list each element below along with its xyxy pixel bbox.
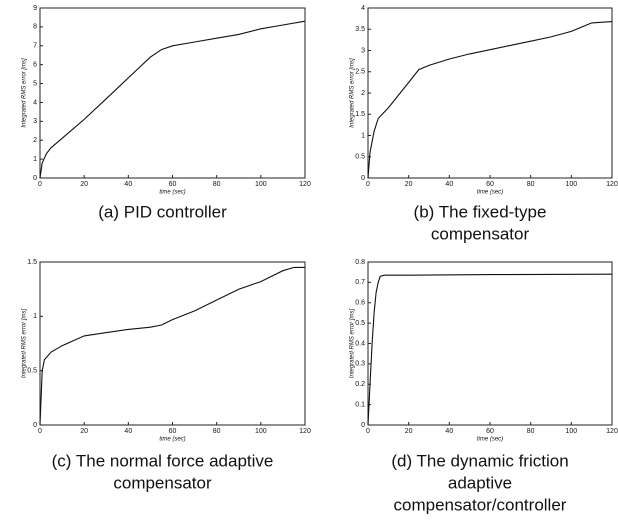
y-tick-label: 1 [33,156,37,163]
x-tick-label: 40 [124,181,132,188]
y-tick-label: 0.8 [355,259,365,266]
x-tick-label: 40 [124,428,132,435]
caption: (c) The normal force adaptive [52,451,274,470]
data-line [39,266,305,426]
y-tick-label: 0.5 [355,320,365,327]
x-tick-label: 40 [445,428,453,435]
x-tick-label: 80 [213,428,221,435]
data-line [367,21,613,179]
x-tick-label: 80 [527,428,535,435]
y-tick-label: 0.3 [355,361,365,368]
caption: compensator [431,224,530,243]
x-tick-label: 0 [366,181,370,188]
y-axis-label: Integrated RMS error [ms] [350,308,356,378]
y-tick-label: 3 [33,118,37,125]
x-tick-label: 60 [169,181,177,188]
caption: (b) The fixed-type [414,202,547,221]
plot-frame [39,261,306,426]
y-tick-label: 0.1 [355,401,365,408]
x-tick-label: 80 [527,181,535,188]
x-tick-label: 80 [213,181,221,188]
x-tick-label: 60 [486,181,494,188]
x-tick-label: 20 [405,428,413,435]
data-line [367,273,613,426]
x-tick-label: 60 [169,428,177,435]
x-tick-label: 100 [565,181,577,188]
y-axis-label: Integrated RMS error [ms] [22,308,28,378]
x-tick-label: 120 [606,181,618,188]
x-axis-label: time (sec) [477,437,503,443]
y-tick-label: 0.4 [355,340,365,347]
y-tick-label: 2 [361,90,365,97]
y-axis-label: Integrated RMS error [ms] [350,58,356,128]
y-tick-label: 1.5 [355,111,365,118]
x-tick-label: 100 [255,428,267,435]
y-tick-label: 0 [33,175,37,182]
y-tick-label: 2.5 [355,69,365,76]
x-tick-label: 0 [38,181,42,188]
y-tick-label: 9 [33,5,37,12]
y-tick-label: 0 [33,422,37,429]
y-tick-label: 4 [33,99,37,106]
caption: adaptive [448,473,512,492]
y-tick-label: 4 [361,5,365,12]
plot-frame [39,7,306,179]
caption: compensator [113,473,212,492]
x-tick-label: 120 [299,428,311,435]
x-tick-label: 60 [486,428,494,435]
y-tick-label: 1 [33,313,37,320]
x-tick-label: 40 [445,181,453,188]
plot-frame [367,7,613,179]
y-tick-label: 2 [33,137,37,144]
x-tick-label: 20 [80,428,88,435]
x-axis-label: time (sec) [159,437,185,443]
y-tick-label: 3 [361,47,365,54]
plot-frame [367,261,613,426]
y-tick-label: 0.2 [355,381,365,388]
y-tick-label: 0.5 [27,368,37,375]
x-tick-label: 100 [565,428,577,435]
x-tick-label: 20 [80,181,88,188]
y-tick-label: 5 [33,80,37,87]
y-tick-label: 6 [33,62,37,69]
y-tick-label: 0.7 [355,279,365,286]
caption: (a) PID controller [98,202,227,221]
x-axis-label: time (sec) [477,190,503,196]
data-line [39,20,306,179]
y-tick-label: 0 [361,422,365,429]
y-tick-label: 1.5 [27,259,37,266]
caption: compensator/controller [394,495,567,514]
x-tick-label: 20 [405,181,413,188]
y-tick-label: 0 [361,175,365,182]
y-tick-label: 0.6 [355,300,365,307]
x-tick-label: 120 [299,181,311,188]
x-tick-label: 0 [366,428,370,435]
x-tick-label: 0 [38,428,42,435]
y-tick-label: 0.5 [355,154,365,161]
x-axis-label: time (sec) [159,190,185,196]
y-axis-label: Integrated RMS error [ms] [22,58,28,128]
x-tick-label: 100 [255,181,267,188]
caption: (d) The dynamic friction [391,451,568,470]
y-tick-label: 1 [361,132,365,139]
y-tick-label: 8 [33,24,37,31]
x-tick-label: 120 [606,428,618,435]
y-tick-label: 7 [33,43,37,50]
y-tick-label: 3.5 [355,26,365,33]
